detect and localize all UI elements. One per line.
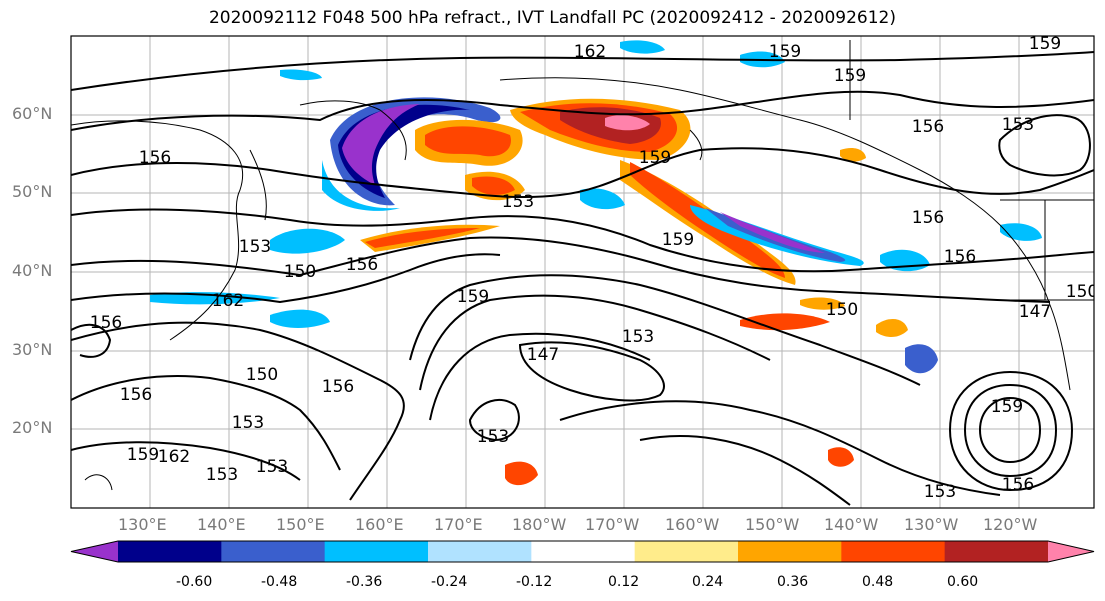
contour-label: 153 xyxy=(924,482,956,502)
colorbar-tick: -0.24 xyxy=(431,574,468,590)
lon-label-130w: 130°W xyxy=(904,515,959,534)
colorbar-tick: -0.12 xyxy=(516,574,553,590)
colorbar-bin xyxy=(531,541,636,562)
contour-label: 156 xyxy=(1002,475,1034,495)
contour-label: 159 xyxy=(769,42,801,62)
contour-label: 150 xyxy=(826,300,858,320)
lat-label-40n: 40°N xyxy=(12,261,53,280)
contour-label: 153 xyxy=(232,413,264,433)
colorbar-outline xyxy=(70,540,1095,563)
lon-label-150e: 150°E xyxy=(276,515,325,534)
contour-label: 150 xyxy=(246,365,278,385)
lon-label-180w: 180°W xyxy=(512,515,567,534)
contour-label: 156 xyxy=(912,208,944,228)
contour-label: 156 xyxy=(322,377,354,397)
contour-label: 153 xyxy=(477,427,509,447)
colorbar-bin xyxy=(118,541,222,562)
contour-label: 153 xyxy=(1002,115,1034,135)
contour-label: 162 xyxy=(158,447,190,467)
lon-label-140e: 140°E xyxy=(197,515,246,534)
colorbar-bin xyxy=(841,541,946,562)
contour-label: 159 xyxy=(127,445,159,465)
contour-label: 159 xyxy=(662,230,694,250)
contour-label: 153 xyxy=(622,327,654,347)
colorbar-extend-high xyxy=(1048,541,1094,562)
contour-label: 156 xyxy=(120,385,152,405)
contour-label: 156 xyxy=(90,313,122,333)
lon-label-170w: 170°W xyxy=(585,515,640,534)
colorbar-tick: -0.48 xyxy=(261,574,298,590)
colorbar-tick: 0.48 xyxy=(862,574,894,590)
contour-label: 162 xyxy=(574,42,606,62)
contour-label: 153 xyxy=(239,237,271,257)
colorbar-bin xyxy=(221,541,326,562)
contour-label: 156 xyxy=(346,255,378,275)
contour-label: 162 xyxy=(212,291,244,311)
contour-label: 147 xyxy=(1019,302,1051,322)
colorbar-tick: 0.36 xyxy=(777,574,809,590)
colorbar-tick: 0.12 xyxy=(608,574,640,590)
contour-labels: 162 159 159 159 156 156 159 153 153 150 … xyxy=(90,34,1098,502)
colorbar-tick: -0.36 xyxy=(346,574,383,590)
lon-label-160w: 160°W xyxy=(665,515,720,534)
contour-label: 153 xyxy=(502,192,534,212)
lat-label-30n: 30°N xyxy=(12,340,53,359)
shaded-field xyxy=(150,40,1042,486)
colorbar-bin xyxy=(324,541,429,562)
map-title: 2020092112 F048 500 hPa refract., IVT La… xyxy=(208,8,896,28)
contour-label: 159 xyxy=(639,148,671,168)
contour-label: 156 xyxy=(944,247,976,267)
lon-label-130e: 130°E xyxy=(118,515,167,534)
lon-label-160e: 160°E xyxy=(355,515,404,534)
map-frame xyxy=(70,35,1095,509)
height-contours xyxy=(71,51,1094,506)
lon-label-140w: 140°W xyxy=(824,515,879,534)
contour-label: 159 xyxy=(1029,34,1061,54)
lat-label-50n: 50°N xyxy=(12,182,53,201)
colorbar-bin xyxy=(944,541,1049,562)
contour-label: 153 xyxy=(206,465,238,485)
lon-label-170e: 170°E xyxy=(434,515,483,534)
contour-label: 153 xyxy=(256,457,288,477)
colorbar-bin xyxy=(634,541,739,562)
contour-label: 156 xyxy=(139,148,171,168)
colorbar-bin xyxy=(428,541,532,562)
lon-label-150w: 150°W xyxy=(745,515,800,534)
contour-label: 159 xyxy=(991,397,1023,417)
colorbar xyxy=(70,540,1095,563)
contour-label: 147 xyxy=(527,345,559,365)
contour-label: 159 xyxy=(457,287,489,307)
lat-label-60n: 60°N xyxy=(12,104,53,123)
contour-label: 150 xyxy=(1066,282,1098,302)
contour-label: 159 xyxy=(834,66,866,86)
colorbar-tick: -0.60 xyxy=(176,574,213,590)
contour-label: 156 xyxy=(912,117,944,137)
contour-label: 150 xyxy=(284,262,316,282)
colorbar-tick: 0.24 xyxy=(692,574,724,590)
colorbar-bin xyxy=(738,541,842,562)
lat-label-20n: 20°N xyxy=(12,418,53,437)
lon-label-120w: 120°W xyxy=(983,515,1038,534)
colorbar-tick: 0.60 xyxy=(947,574,979,590)
colorbar-extend-low xyxy=(71,541,118,562)
